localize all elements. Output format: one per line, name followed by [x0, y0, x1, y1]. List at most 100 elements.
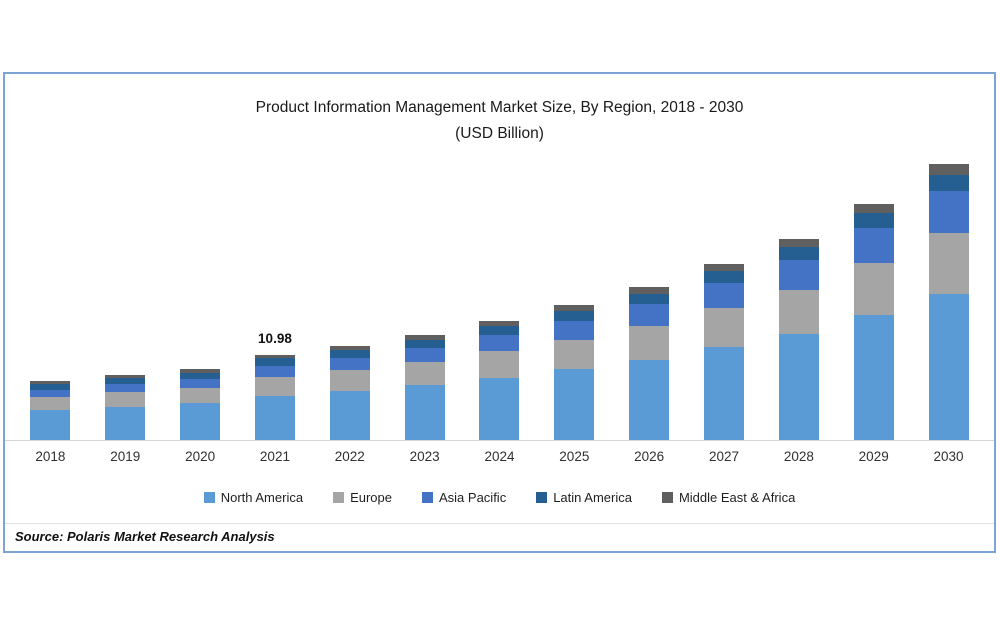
bar-segment-2025-north-america	[554, 369, 595, 440]
bar-segment-2024-middle-east-africa	[479, 320, 520, 327]
bar-segment-2018-latin-america	[30, 384, 71, 390]
bar-segment-2027-middle-east-africa	[704, 264, 745, 272]
bar-segment-2023-middle-east-africa	[404, 335, 445, 340]
x-tick-2028: 2028	[783, 449, 814, 464]
bar-column-2021: 10.98	[238, 74, 313, 440]
bar-segment-2026-middle-east-africa	[629, 287, 670, 294]
legend: North America Europe Asia Pacific Latin Ame…	[5, 490, 994, 505]
legend-swatch-icon	[536, 492, 548, 503]
bar-segment-2024-europe	[479, 351, 520, 378]
bar-stack-2022	[329, 345, 370, 440]
source-note: Source: Polaris Market Research Analysis	[15, 529, 275, 544]
x-tick-2020: 2020	[185, 449, 216, 464]
x-tick-2024: 2024	[484, 449, 515, 464]
bar-segment-2022-asia-pacific	[329, 358, 370, 371]
bar-stack-2019	[105, 375, 146, 440]
bar-segment-2028-europe	[778, 289, 819, 334]
bar-segment-2023-europe	[404, 362, 445, 386]
bar-segment-2030-north-america	[928, 293, 969, 440]
bar-segment-2029-latin-america	[853, 213, 894, 228]
chart-title: Product Information Management Market Si…	[5, 95, 994, 146]
bar-column-2023	[387, 74, 462, 440]
chart-title-line2: (USD Billion)	[455, 124, 544, 142]
legend-label: Asia Pacific	[439, 490, 507, 505]
legend-label: Latin America	[553, 490, 632, 505]
bar-column-2024	[462, 74, 537, 440]
bar-stack-2029	[853, 204, 894, 440]
bar-segment-2028-asia-pacific	[778, 260, 819, 290]
bar-stack-2023	[404, 335, 445, 440]
bar-data-label-2021: 10.98	[258, 331, 292, 347]
bar-stack-2028	[778, 239, 819, 440]
x-tick-2025: 2025	[559, 449, 590, 464]
bar-segment-2030-latin-america	[928, 174, 969, 191]
bar-segment-2021-asia-pacific	[254, 365, 295, 377]
bar-segment-2027-asia-pacific	[704, 282, 745, 309]
bar-stack-2021	[254, 354, 295, 440]
bar-stack-2020	[180, 369, 221, 440]
bar-column-2025	[537, 74, 612, 440]
bar-segment-2019-middle-east-africa	[105, 375, 146, 379]
bar-segment-2018-middle-east-africa	[30, 381, 71, 385]
x-tick-2019: 2019	[110, 449, 141, 464]
bar-segment-2021-latin-america	[254, 358, 295, 366]
bar-segment-2023-north-america	[404, 385, 445, 440]
bar-stack-2026	[629, 287, 670, 440]
x-tick-2022: 2022	[334, 449, 365, 464]
legend-label: Middle East & Africa	[678, 490, 796, 505]
bar-segment-2023-asia-pacific	[404, 348, 445, 363]
bar-segment-2024-north-america	[479, 377, 520, 440]
legend-swatch-icon	[422, 492, 433, 503]
chart-frame: Product Information Management Market Si…	[3, 72, 996, 553]
bar-segment-2020-asia-pacific	[180, 378, 221, 388]
bar-segment-2022-middle-east-africa	[329, 345, 370, 351]
bar-segment-2027-europe	[704, 308, 745, 348]
bar-stack-2027	[704, 264, 745, 440]
bar-segment-2030-europe	[928, 232, 969, 294]
bar-segment-2026-latin-america	[629, 293, 670, 305]
bar-segment-2025-asia-pacific	[554, 320, 595, 340]
bar-segment-2022-europe	[329, 370, 370, 392]
bar-stack-2024	[479, 320, 520, 440]
x-axis-line	[5, 440, 994, 441]
x-tick-2023: 2023	[409, 449, 440, 464]
x-tick-2021: 2021	[259, 449, 290, 464]
bar-segment-2021-europe	[254, 376, 295, 396]
bar-segment-2025-middle-east-africa	[554, 305, 595, 312]
bar-segment-2019-north-america	[105, 406, 146, 440]
bar-stack-2018	[30, 381, 71, 440]
bar-segment-2020-europe	[180, 387, 221, 404]
bar-segment-2020-middle-east-africa	[180, 369, 221, 373]
bar-segment-2025-europe	[554, 339, 595, 370]
bar-column-2020	[163, 74, 238, 440]
legend-swatch-icon	[661, 492, 673, 503]
bar-segment-2026-north-america	[629, 359, 670, 440]
bar-segment-2019-asia-pacific	[105, 384, 146, 393]
legend-item-europe: Europe	[333, 490, 392, 505]
bar-segment-2023-latin-america	[404, 339, 445, 349]
legend-item-asia-pacific: Asia Pacific	[422, 490, 506, 505]
bar-segment-2024-latin-america	[479, 326, 520, 336]
bar-segment-2021-north-america	[254, 395, 295, 440]
bar-segment-2022-latin-america	[329, 350, 370, 358]
bar-column-2022	[312, 74, 387, 440]
bar-stack-2025	[554, 305, 595, 440]
bar-segment-2029-north-america	[853, 315, 894, 440]
bar-column-2028	[761, 74, 836, 440]
legend-label: Europe	[350, 490, 392, 505]
bar-segment-2022-north-america	[329, 391, 370, 440]
bar-segment-2019-europe	[105, 392, 146, 407]
legend-swatch-icon	[203, 492, 215, 503]
chart-title-line1: Product Information Management Market Si…	[255, 99, 744, 116]
bar-segment-2018-europe	[30, 397, 71, 410]
bar-column-2018	[13, 74, 88, 440]
separator-line	[5, 523, 994, 524]
bar-segment-2029-middle-east-africa	[853, 204, 894, 214]
bar-stack-2030	[928, 164, 969, 440]
bar-segment-2025-latin-america	[554, 311, 595, 321]
bar-segment-2030-middle-east-africa	[928, 164, 969, 175]
bar-segment-2026-europe	[629, 325, 670, 360]
x-tick-2029: 2029	[858, 449, 889, 464]
bar-segment-2020-north-america	[180, 403, 221, 440]
bar-segment-2021-middle-east-africa	[254, 354, 295, 359]
